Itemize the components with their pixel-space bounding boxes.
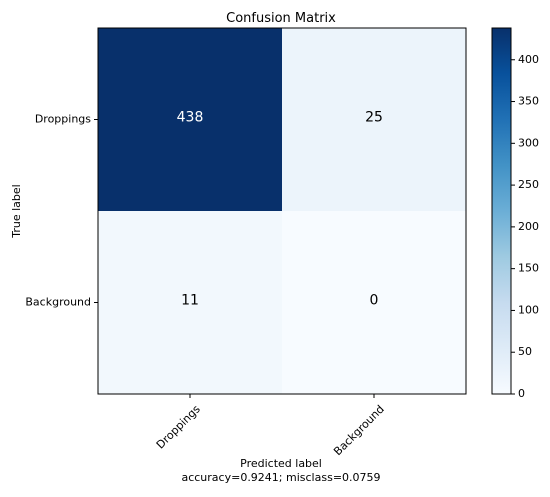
x-tick-label-1: Background xyxy=(331,403,387,459)
colorbar-tick-label-5: 250 xyxy=(518,178,539,191)
plot-frame xyxy=(97,27,467,395)
matrix-cell-value-1-0: 11 xyxy=(181,293,199,309)
y-axis-label: True label xyxy=(10,184,23,238)
x-axis-sublabel: accuracy=0.9241; misclass=0.0759 xyxy=(181,471,380,484)
colorbar-tick-label-2: 100 xyxy=(518,303,539,316)
matrix-cell-value-0-1: 25 xyxy=(365,110,383,126)
colorbar-tick-label-3: 150 xyxy=(518,262,539,275)
x-tick-label-0: Droppings xyxy=(154,402,203,451)
colorbar-tick-label-7: 350 xyxy=(518,95,539,108)
y-tick-label-0: Droppings xyxy=(35,113,91,126)
colorbar-tick-label-6: 300 xyxy=(518,136,539,149)
matrix-cell-1-0 xyxy=(98,211,282,394)
matrix-cell-value-0-0: 438 xyxy=(177,110,204,126)
colorbar-tick-label-0: 0 xyxy=(518,387,525,400)
x-axis-label: Predicted label xyxy=(240,457,322,470)
matrix-cell-0-0 xyxy=(98,28,282,211)
matrix-cell-0-1 xyxy=(282,28,466,211)
colorbar-tick-label-1: 50 xyxy=(518,345,532,358)
colorbar-tick-label-4: 200 xyxy=(518,220,539,233)
matrix-cell-value-1-1: 0 xyxy=(370,293,379,309)
colorbar-tick-label-8: 400 xyxy=(518,53,539,66)
matrix-cell-1-1 xyxy=(282,211,466,394)
colorbar xyxy=(491,27,512,395)
chart-title: Confusion Matrix xyxy=(226,11,336,26)
y-tick-label-1: Background xyxy=(25,296,91,309)
